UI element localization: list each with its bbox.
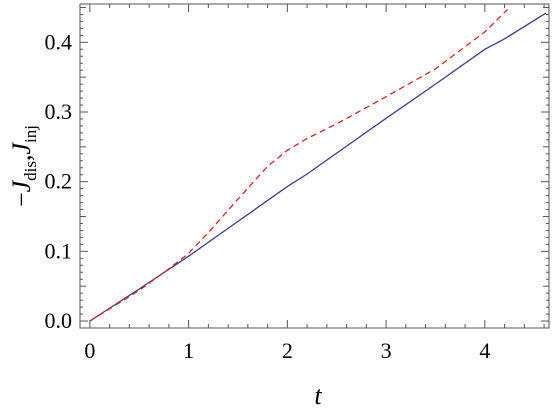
x-tick-label: 4 <box>479 338 490 363</box>
y-tick-label: 0.3 <box>45 99 73 124</box>
y-axis-label-minus: − <box>7 192 36 207</box>
y-tick-label: 0.0 <box>45 308 73 333</box>
series-group <box>89 9 547 322</box>
y-axis-label-sub-1: dis <box>21 161 40 181</box>
x-tick-label: 0 <box>84 338 95 363</box>
y-axis-label-separator: , <box>7 154 36 161</box>
y-axis-label-var-2: J <box>7 141 36 154</box>
x-tick-label: 1 <box>183 338 194 363</box>
ticks: 0 1 2 3 4 0.0 0.1 0.2 0.3 0.4 <box>45 4 549 363</box>
x-tick-label: 2 <box>282 338 293 363</box>
series-line-1 <box>89 12 547 322</box>
y-axis-label-var-1: J <box>7 179 36 192</box>
y-tick-label: 0.1 <box>45 238 73 263</box>
series-line-2 <box>89 9 508 322</box>
y-tick-label: 0.2 <box>45 169 73 194</box>
plot-frame <box>79 3 550 329</box>
x-tick-label: 3 <box>381 338 392 363</box>
y-tick-label: 0.4 <box>45 29 73 54</box>
x-axis-label: t <box>314 381 322 410</box>
y-axis-label-sub-2: inj <box>21 125 40 143</box>
y-axis-label: −Jdis,Jinj <box>7 125 40 207</box>
